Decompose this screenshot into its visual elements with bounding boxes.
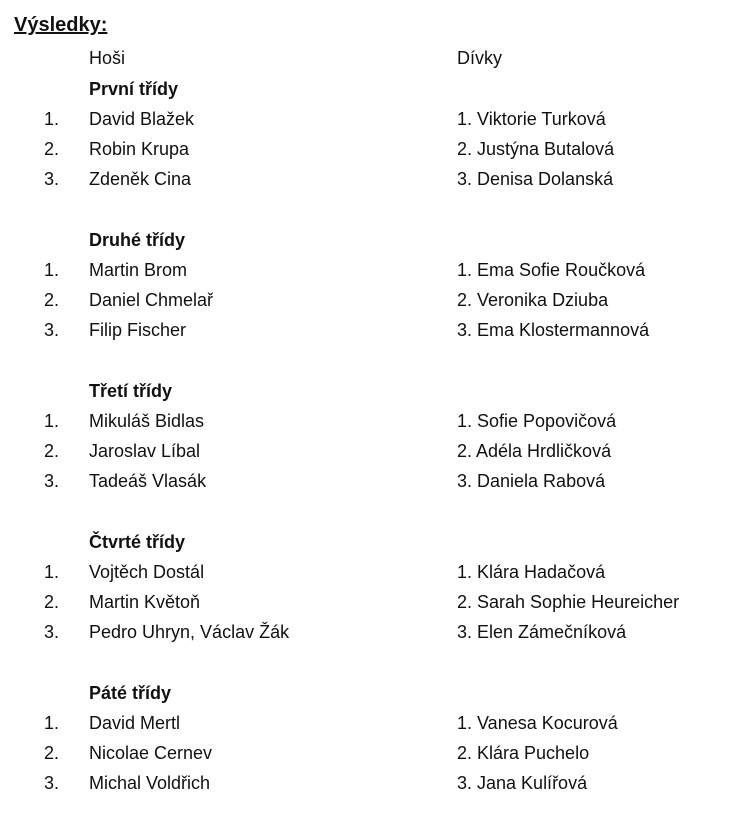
rank-number: 2. [44, 139, 60, 159]
results-title: Výsledky: [14, 14, 108, 36]
section-heading: Čtvrté třídy [89, 532, 186, 552]
rank-number: 1. [44, 260, 60, 280]
section-heading-row: Páté třídy [0, 678, 733, 708]
result-row: 1. Martin Brom 1. Ema Sofie Roučková [0, 255, 733, 285]
result-row: 2. Jaroslav Líbal 2. Adéla Hrdličková [0, 436, 733, 466]
girl-name: 1. Klára Hadačová [457, 562, 606, 582]
boy-name: David Mertl [89, 713, 181, 733]
result-row: 1. David Blažek 1. Viktorie Turková [0, 104, 733, 134]
boy-name: Tadeáš Vlasák [89, 471, 207, 491]
rank-number: 1. [44, 109, 60, 129]
result-row: 1. Mikuláš Bidlas 1. Sofie Popovičová [0, 406, 733, 436]
rank-number: 3. [44, 320, 60, 340]
girl-name: 3. Jana Kulířová [457, 773, 588, 793]
section-heading: První třídy [89, 79, 179, 99]
boy-name: Zdeněk Cina [89, 169, 192, 189]
girl-name: 3. Elen Zámečníková [457, 622, 627, 642]
result-row: 3. Zdeněk Cina 3. Denisa Dolanská [0, 164, 733, 194]
boy-name: Michal Voldřich [89, 773, 211, 793]
girl-name: 1. Sofie Popovičová [457, 411, 617, 431]
rank-number: 2. [44, 592, 60, 612]
result-row: 1. David Mertl 1. Vanesa Kocurová [0, 708, 733, 738]
section-heading: Druhé třídy [89, 230, 186, 250]
result-row: 2. Daniel Chmelař 2. Veronika Dziuba [0, 285, 733, 315]
rank-number: 3. [44, 622, 60, 642]
girl-name: 3. Denisa Dolanská [457, 169, 614, 189]
girl-name: 2. Klára Puchelo [457, 743, 590, 763]
girl-name: 3. Ema Klostermannová [457, 320, 650, 340]
girl-name: 2. Sarah Sophie Heureicher [457, 592, 680, 612]
rank-number: 1. [44, 562, 60, 582]
boy-name: Mikuláš Bidlas [89, 411, 205, 431]
boy-name: Martin Květoň [89, 592, 201, 612]
boys-column-header: Hoši [89, 48, 126, 68]
result-row: 2. Martin Květoň 2. Sarah Sophie Heureic… [0, 587, 733, 617]
section-heading-row: Třetí třídy [0, 376, 733, 406]
girl-name: 1. Viktorie Turková [457, 109, 606, 129]
rank-number: 2. [44, 743, 60, 763]
result-row: 2. Robin Krupa 2. Justýna Butalová [0, 134, 733, 164]
column-headers: Hoši Dívky [0, 43, 733, 73]
boy-name: Daniel Chmelař [89, 290, 214, 310]
rank-number: 3. [44, 471, 60, 491]
rank-number: 3. [44, 773, 60, 793]
result-row: 3. Filip Fischer 3. Ema Klostermannová [0, 315, 733, 345]
girl-name: 2. Justýna Butalová [457, 139, 615, 159]
section-heading-row: Čtvrté třídy [0, 527, 733, 557]
boy-name: Pedro Uhryn, Václav Žák [89, 622, 290, 642]
rank-number: 1. [44, 713, 60, 733]
boy-name: Filip Fischer [89, 320, 187, 340]
rank-number: 2. [44, 290, 60, 310]
girl-name: 2. Adéla Hrdličková [457, 441, 612, 461]
girls-column-header: Dívky [457, 48, 502, 68]
section-heading: Páté třídy [89, 683, 172, 703]
boy-name: David Blažek [89, 109, 195, 129]
section-heading-row: První třídy [0, 74, 733, 104]
boy-name: Vojtěch Dostál [89, 562, 205, 582]
boy-name: Nicolae Cernev [89, 743, 213, 763]
result-row: 1. Vojtěch Dostál 1. Klára Hadačová [0, 557, 733, 587]
girl-name: 2. Veronika Dziuba [457, 290, 609, 310]
rank-number: 2. [44, 441, 60, 461]
boy-name: Jaroslav Líbal [89, 441, 201, 461]
result-row: 3. Pedro Uhryn, Václav Žák 3. Elen Zámeč… [0, 617, 733, 647]
result-row: 3. Tadeáš Vlasák 3. Daniela Rabová [0, 466, 733, 496]
result-row: 2. Nicolae Cernev 2. Klára Puchelo [0, 738, 733, 768]
girl-name: 3. Daniela Rabová [457, 471, 606, 491]
rank-number: 1. [44, 411, 60, 431]
boy-name: Martin Brom [89, 260, 188, 280]
rank-number: 3. [44, 169, 60, 189]
result-row: 3. Michal Voldřich 3. Jana Kulířová [0, 768, 733, 798]
girl-name: 1. Vanesa Kocurová [457, 713, 618, 733]
section-heading: Třetí třídy [89, 381, 173, 401]
boy-name: Robin Krupa [89, 139, 190, 159]
girl-name: 1. Ema Sofie Roučková [457, 260, 646, 280]
section-heading-row: Druhé třídy [0, 225, 733, 255]
